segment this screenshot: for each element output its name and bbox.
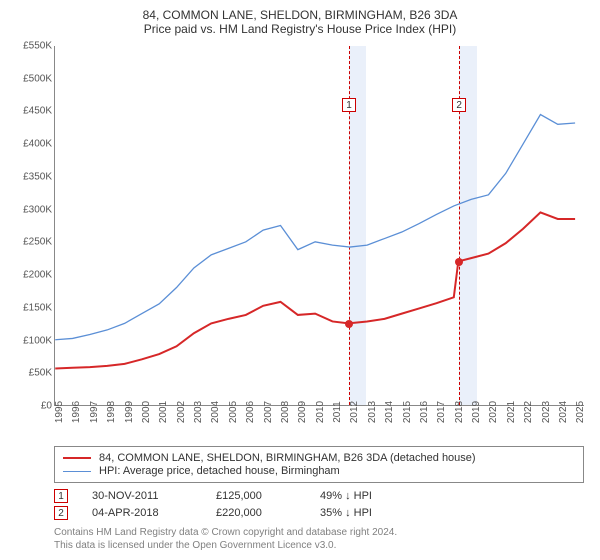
x-axis-tick: 2002 [176, 401, 187, 423]
event-diff: 35% ↓ HPI [320, 507, 372, 519]
event-diff: 49% ↓ HPI [320, 490, 372, 502]
chart-title: 84, COMMON LANE, SHELDON, BIRMINGHAM, B2… [10, 8, 590, 22]
x-axis-tick: 2009 [297, 401, 308, 423]
x-axis-tick: 2016 [419, 401, 430, 423]
x-axis-tick: 2024 [558, 401, 569, 423]
x-axis-tick: 2018 [454, 401, 465, 423]
event-date: 04-APR-2018 [92, 507, 192, 519]
x-axis-tick: 2015 [402, 401, 413, 423]
footer-attribution: Contains HM Land Registry data © Crown c… [54, 526, 584, 552]
y-axis-tick: £400K [10, 139, 52, 150]
chart-area: £0 £50K £100K £150K £200K £250K £300K £350K £400… [10, 42, 590, 442]
footer-line: This data is licensed under the Open Gov… [54, 539, 584, 552]
x-axis-tick: 2012 [349, 401, 360, 423]
x-axis-tick: 1999 [124, 401, 135, 423]
x-axis-tick: 2017 [436, 401, 447, 423]
x-axis-tick: 1995 [54, 401, 65, 423]
y-axis-tick: £550K [10, 41, 52, 52]
event-price: £125,000 [216, 490, 296, 502]
x-axis-tick: 2023 [541, 401, 552, 423]
event-marker-icon: 1 [342, 98, 356, 112]
x-axis-tick: 2011 [332, 401, 343, 423]
x-axis-tick: 2019 [471, 401, 482, 423]
legend-swatch-icon [63, 471, 91, 472]
y-axis-tick: £200K [10, 270, 52, 281]
data-point-icon [345, 320, 353, 328]
y-axis-tick: £0 [10, 401, 52, 412]
y-axis-tick: £300K [10, 204, 52, 215]
event-marker-icon: 2 [54, 506, 68, 520]
y-axis-tick: £50K [10, 368, 52, 379]
series-hpi [55, 115, 575, 340]
line-chart-svg [55, 46, 584, 405]
event-row: 2 04-APR-2018 £220,000 35% ↓ HPI [54, 506, 584, 520]
x-axis-tick: 2010 [315, 401, 326, 423]
plot-region: 12 [54, 46, 584, 406]
legend-label: HPI: Average price, detached house, Birm… [99, 465, 340, 477]
series-property [55, 212, 575, 368]
event-table: 1 30-NOV-2011 £125,000 49% ↓ HPI 2 04-AP… [54, 489, 584, 520]
legend: 84, COMMON LANE, SHELDON, BIRMINGHAM, B2… [54, 446, 584, 483]
event-date: 30-NOV-2011 [92, 490, 192, 502]
x-axis-tick: 2005 [228, 401, 239, 423]
chart-subtitle: Price paid vs. HM Land Registry's House … [10, 22, 590, 36]
event-marker-icon: 2 [452, 98, 466, 112]
y-axis-tick: £450K [10, 106, 52, 117]
x-axis-tick: 1996 [71, 401, 82, 423]
y-axis-tick: £350K [10, 171, 52, 182]
y-axis-tick: £500K [10, 73, 52, 84]
event-row: 1 30-NOV-2011 £125,000 49% ↓ HPI [54, 489, 584, 503]
x-axis-tick: 1997 [89, 401, 100, 423]
x-axis-tick: 1998 [106, 401, 117, 423]
legend-item-property: 84, COMMON LANE, SHELDON, BIRMINGHAM, B2… [63, 452, 575, 464]
x-axis-tick: 2013 [367, 401, 378, 423]
event-price: £220,000 [216, 507, 296, 519]
x-axis-tick: 2004 [210, 401, 221, 423]
x-axis-tick: 2014 [384, 401, 395, 423]
x-axis-tick: 2006 [245, 401, 256, 423]
x-axis-tick: 2025 [575, 401, 586, 423]
x-axis-tick: 2022 [523, 401, 534, 423]
x-axis-tick: 2000 [141, 401, 152, 423]
legend-item-hpi: HPI: Average price, detached house, Birm… [63, 465, 575, 477]
y-axis-tick: £250K [10, 237, 52, 248]
y-axis-tick: £100K [10, 335, 52, 346]
x-axis-tick: 2021 [506, 401, 517, 423]
legend-swatch-icon [63, 457, 91, 459]
event-marker-icon: 1 [54, 489, 68, 503]
x-axis-tick: 2001 [158, 401, 169, 423]
data-point-icon [455, 258, 463, 266]
x-axis-tick: 2008 [280, 401, 291, 423]
legend-label: 84, COMMON LANE, SHELDON, BIRMINGHAM, B2… [99, 452, 476, 464]
x-axis-tick: 2007 [263, 401, 274, 423]
y-axis-tick: £150K [10, 302, 52, 313]
x-axis-tick: 2020 [488, 401, 499, 423]
chart-container: 84, COMMON LANE, SHELDON, BIRMINGHAM, B2… [0, 0, 600, 560]
footer-line: Contains HM Land Registry data © Crown c… [54, 526, 584, 539]
x-axis-tick: 2003 [193, 401, 204, 423]
